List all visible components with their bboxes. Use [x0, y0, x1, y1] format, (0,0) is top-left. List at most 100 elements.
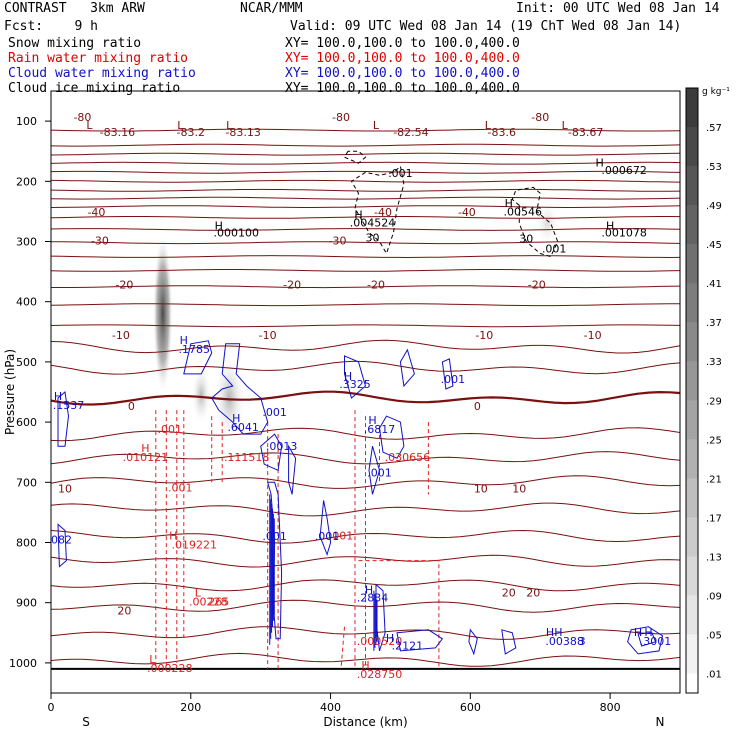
snow-label: .00546 — [504, 206, 543, 219]
cloud-water-label: .00388 — [545, 635, 584, 648]
isotherm-label: -10 — [475, 329, 493, 342]
isotherm-line — [51, 143, 680, 147]
rain-label: .001 — [329, 529, 354, 542]
isotherm-label: L — [177, 119, 184, 132]
colorbar-unit: g kg⁻¹ — [702, 87, 730, 97]
cloud-water-label: H — [232, 412, 240, 425]
y-tick-label: 500 — [16, 356, 37, 369]
field-name-cloud-water: Cloud water mixing ratio — [8, 66, 196, 81]
isotherm-label: L — [86, 119, 93, 132]
isotherm-line — [51, 303, 680, 307]
colorbar-segment — [686, 205, 698, 245]
snow-label: .004524 — [350, 216, 396, 229]
isotherm-label: -83.67 — [568, 126, 603, 139]
isotherm-line — [51, 255, 680, 259]
field-name-rain: Rain water mixing ratio — [8, 51, 189, 66]
isotherm-label: -30 — [329, 235, 347, 248]
cloud-water-label: .6817 — [364, 423, 396, 436]
y-axis-title: Pressure (hPa) — [3, 349, 17, 435]
colorbar-segment — [686, 556, 698, 596]
colorbar-tick-label: .37 — [706, 318, 722, 329]
cloud-water-label: .1785 — [179, 343, 211, 356]
cloud-water-contour — [288, 444, 297, 495]
isotherm-label: -30 — [91, 235, 109, 248]
cloud-water-label: .001 — [441, 373, 466, 386]
isotherm-line — [51, 339, 680, 354]
cloud-water-label: .2834 — [357, 591, 389, 604]
colorbar-tick-label: .57 — [706, 123, 722, 134]
isotherm-line — [51, 161, 680, 165]
cloud-water-contour — [396, 629, 444, 652]
cloud-water-contour — [468, 628, 478, 656]
rain-label: L — [149, 653, 156, 666]
colorbar-segment — [686, 322, 698, 362]
isotherm-line — [51, 216, 680, 219]
cloud-water-label: .001 — [262, 406, 287, 419]
isotherm-label: 10 — [512, 483, 526, 496]
colorbar-segment — [686, 361, 698, 401]
snow-shade-faint — [535, 201, 560, 246]
isotherm-label: -10 — [112, 329, 130, 342]
cloud-water-label: .0013 — [266, 440, 298, 453]
colorbar-tick-label: .09 — [706, 591, 722, 602]
isotherm-label: -40 — [458, 206, 476, 219]
cloud-water-label: 082 — [51, 534, 72, 547]
rain-label: H — [141, 442, 149, 455]
colorbar-tick-label: .13 — [706, 552, 722, 563]
header-fcst: Fcst: 9 h — [4, 19, 98, 34]
colorbar-tick-label: .53 — [706, 162, 722, 173]
isotherm-line — [51, 285, 680, 289]
isotherm-label: 0 — [474, 400, 481, 413]
snow-contour — [511, 186, 559, 258]
isotherm-label: 20 — [526, 587, 540, 600]
isotherm-line — [51, 228, 680, 231]
isotherm-label: -82.54 — [393, 126, 428, 139]
isotherm-label: -83.13 — [225, 126, 260, 139]
cloud-water-contour — [319, 500, 332, 557]
cloud-water-contour — [368, 446, 381, 495]
field-name-snow: Snow mixing ratio — [8, 36, 142, 51]
colorbar-segment — [686, 595, 698, 635]
cloud-water-label: H — [386, 632, 394, 645]
cloud-water-contour — [260, 433, 283, 472]
y-tick-label: 400 — [16, 296, 37, 309]
snow-label: H — [215, 219, 223, 232]
colorbar-tick-label: .05 — [706, 630, 722, 641]
x-tick-label: 200 — [180, 701, 201, 714]
isotherm-label: -40 — [87, 206, 105, 219]
colorbar-tick-label: .25 — [706, 435, 722, 446]
header-left-title: CONTRAST 3km ARW — [4, 1, 145, 16]
colorbar-tick-label: .45 — [706, 240, 722, 251]
cloud-water-label: .1537 — [53, 399, 85, 412]
rain-label: .019221 — [172, 539, 218, 552]
isotherm-label: 10 — [58, 483, 72, 496]
snow-label: .000100 — [213, 227, 259, 240]
isotherm-line — [51, 205, 680, 208]
isotherm-label: -10 — [259, 329, 277, 342]
rain-label: .001 — [168, 481, 193, 494]
cloud-water-label: H — [644, 626, 652, 639]
cloud-water-contour — [441, 358, 454, 390]
rain-contour — [340, 626, 345, 669]
isotherm-line — [51, 170, 680, 174]
isotherm-line — [51, 241, 680, 245]
rain-contour — [358, 560, 440, 669]
snow-shade-core — [152, 233, 173, 394]
snow-contour — [350, 165, 405, 255]
isotherm-label: -83.6 — [488, 126, 516, 139]
y-tick-label: 200 — [16, 175, 37, 188]
cloud-water-label: .3325 — [339, 378, 371, 391]
isotherm-label: -20 — [283, 278, 301, 291]
isotherm-line — [51, 324, 680, 328]
cloud-water-label: H — [365, 584, 373, 597]
rain-label: .111518 — [224, 451, 270, 464]
isotherm-line — [51, 128, 680, 132]
x-tick-label: 400 — [320, 701, 341, 714]
snow-label: .001078 — [601, 227, 647, 240]
y-tick-label: 600 — [16, 416, 37, 429]
colorbar-tick-label: .33 — [706, 357, 722, 368]
snow-label: .001 — [388, 167, 413, 180]
isotherm-line — [51, 360, 680, 375]
isotherm-label: 0 — [128, 400, 135, 413]
